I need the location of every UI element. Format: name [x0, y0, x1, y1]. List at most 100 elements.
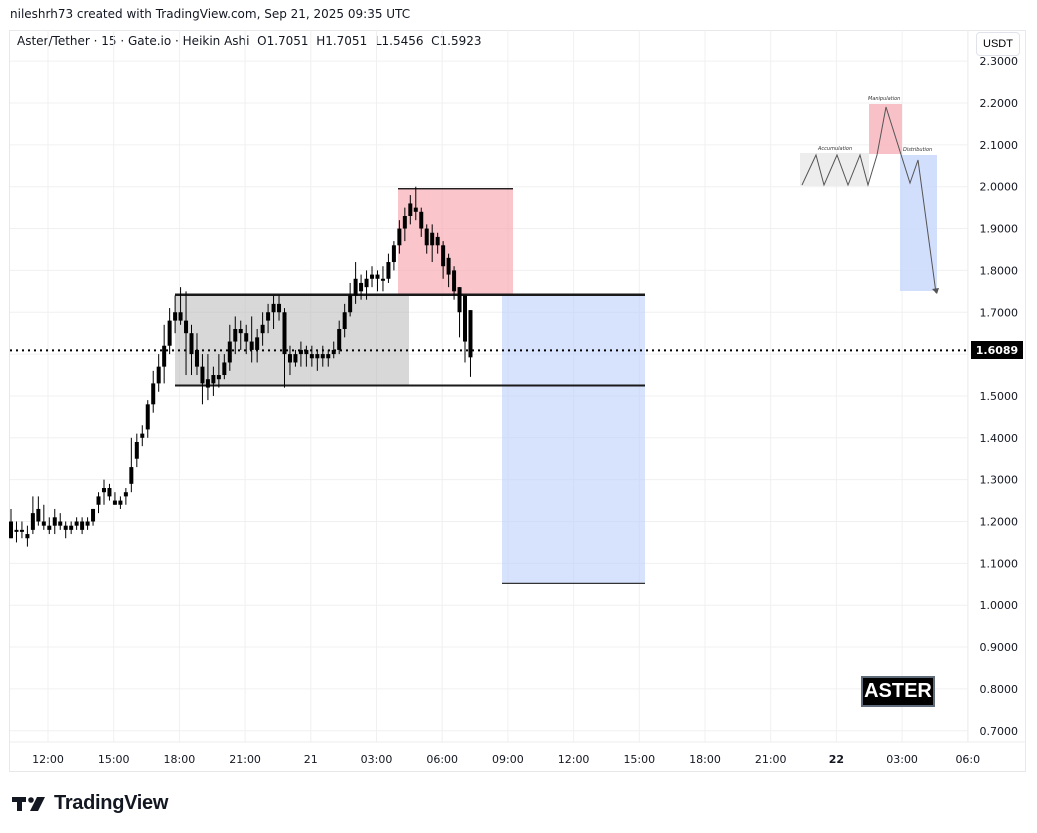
price-tick-label: 1.3000	[980, 474, 1019, 487]
time-tick-label: 21:00	[229, 753, 261, 766]
tradingview-logo[interactable]: TradingView	[12, 792, 168, 815]
candle-body	[194, 349, 199, 367]
candle-body	[14, 529, 19, 532]
candle-body	[200, 366, 205, 384]
price-tick-label: 1.1000	[980, 557, 1019, 570]
candle-body	[227, 341, 232, 363]
inset-label-accumulation: Accumulation	[817, 146, 852, 152]
time-tick-label: 03:00	[361, 753, 393, 766]
candle-body	[457, 287, 462, 313]
candle-body	[446, 257, 451, 275]
candle-body	[359, 282, 364, 292]
price-tick-label: 1.4000	[980, 432, 1019, 445]
candle-body	[173, 312, 178, 321]
candle-body	[101, 488, 106, 493]
candle-body	[255, 337, 260, 350]
candle-body	[85, 521, 90, 526]
time-tick-label: 06:00	[426, 753, 458, 766]
currency-button[interactable]: USDT	[976, 32, 1020, 56]
candle-body	[80, 521, 85, 530]
candle-body	[36, 508, 41, 522]
candle-body	[167, 320, 172, 346]
candle-body	[134, 441, 139, 459]
inset-label-distribution: Distribution	[903, 147, 932, 153]
price-tick-label: 0.8000	[980, 683, 1019, 696]
candle-body	[216, 375, 221, 380]
candle-body	[107, 488, 112, 497]
symbol-legend[interactable]: Aster/Tether · 15 · Gate.io · Heikin Ash…	[17, 34, 482, 48]
price-tick-label: 1.5000	[980, 390, 1019, 403]
candle-body	[408, 203, 413, 216]
candle-body	[140, 433, 145, 438]
candle-body	[266, 312, 271, 321]
candle-body	[287, 354, 292, 363]
candle-body	[364, 278, 369, 288]
time-tick-label: 06:0	[955, 753, 980, 766]
price-tick-label: 0.9000	[980, 641, 1019, 654]
candle-body	[397, 228, 402, 246]
price-tick-label: 2.1000	[980, 139, 1019, 152]
time-tick-label: 12:00	[32, 753, 64, 766]
current-price-tag: 1.6089	[971, 341, 1023, 359]
chart-credit: nileshrh73 created with TradingView.com,…	[10, 7, 411, 21]
candle-body	[189, 333, 194, 355]
candle-body	[25, 534, 30, 539]
inset-label-manipulation: Manipulation	[868, 96, 900, 102]
price-tick-label: 1.7000	[980, 306, 1019, 319]
candle-body	[63, 525, 68, 530]
candle-body	[249, 341, 254, 350]
time-tick-label: 18:00	[689, 753, 721, 766]
chart-frame	[9, 30, 1026, 772]
candle-body	[145, 404, 150, 430]
price-tick-label: 1.0000	[980, 599, 1019, 612]
candle-body	[74, 521, 79, 526]
price-tick-label: 1.8000	[980, 264, 1019, 277]
candle-body	[271, 303, 276, 313]
time-tick-label: 15:00	[98, 753, 130, 766]
candle-body	[162, 345, 167, 367]
time-tick-label: 15:00	[623, 753, 655, 766]
candle-body	[342, 312, 347, 329]
candle-body	[47, 525, 52, 530]
distribution-zone[interactable]	[502, 294, 645, 584]
time-tick-label: 22	[829, 753, 844, 766]
candle-body	[123, 492, 128, 497]
candle-body	[468, 310, 473, 358]
candle-body	[211, 375, 216, 384]
candle-body	[9, 521, 13, 539]
tradingview-logo-icon	[12, 796, 45, 811]
candle-body	[452, 270, 457, 292]
time-tick-label: 18:00	[164, 753, 196, 766]
candle-body	[402, 215, 407, 229]
time-tick-label: 21:00	[755, 753, 787, 766]
amd-inset-diagram: Accumulation Manipulation Distribution	[800, 96, 939, 294]
candle-body	[282, 312, 287, 355]
candle-body	[337, 328, 342, 350]
time-tick-label: 21	[304, 753, 318, 766]
candles	[9, 186, 473, 547]
candle-body	[320, 354, 325, 359]
candle-body	[30, 513, 35, 530]
accumulation-zone[interactable]	[175, 294, 409, 386]
candle-body	[91, 508, 96, 522]
candle-body	[380, 278, 385, 281]
time-tick-label: 09:00	[492, 753, 524, 766]
candle-body	[244, 333, 249, 342]
candle-body	[112, 500, 117, 505]
candle-body	[238, 328, 243, 334]
candle-body	[260, 324, 265, 334]
logo-text: TradingView	[54, 792, 169, 814]
candle-body	[386, 262, 391, 279]
candle-body	[413, 207, 418, 212]
candle-body	[370, 274, 375, 279]
candle-body	[304, 349, 309, 355]
time-tick-label: 12:00	[558, 753, 590, 766]
candle-body	[205, 379, 210, 388]
price-tick-label: 0.7000	[980, 725, 1019, 738]
time-tick-label: 03:00	[886, 753, 918, 766]
candle-body	[69, 525, 74, 530]
candle-body	[463, 295, 468, 342]
candle-body	[353, 278, 358, 296]
candle-body	[129, 467, 134, 484]
